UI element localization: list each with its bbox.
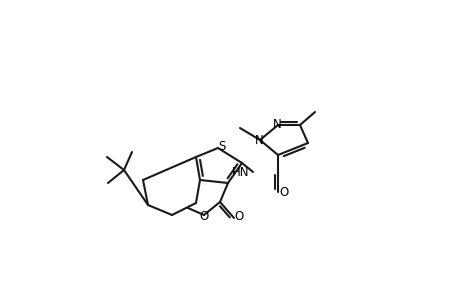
Text: O: O	[279, 185, 288, 199]
Text: N: N	[254, 134, 263, 148]
Text: N: N	[272, 118, 281, 130]
Text: S: S	[218, 140, 225, 154]
Text: O: O	[234, 211, 243, 224]
Text: HN: HN	[231, 166, 248, 178]
Text: O: O	[199, 211, 208, 224]
